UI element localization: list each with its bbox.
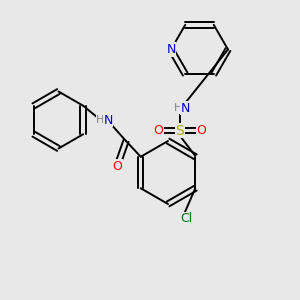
Text: H: H — [96, 115, 105, 125]
Text: S: S — [176, 124, 184, 137]
Text: N: N — [166, 43, 176, 56]
Text: O: O — [197, 124, 206, 137]
Text: O: O — [154, 124, 163, 137]
Text: N: N — [103, 113, 113, 127]
Text: H: H — [173, 103, 182, 113]
Text: Cl: Cl — [180, 212, 192, 226]
Text: N: N — [181, 101, 190, 115]
Text: O: O — [112, 160, 122, 173]
